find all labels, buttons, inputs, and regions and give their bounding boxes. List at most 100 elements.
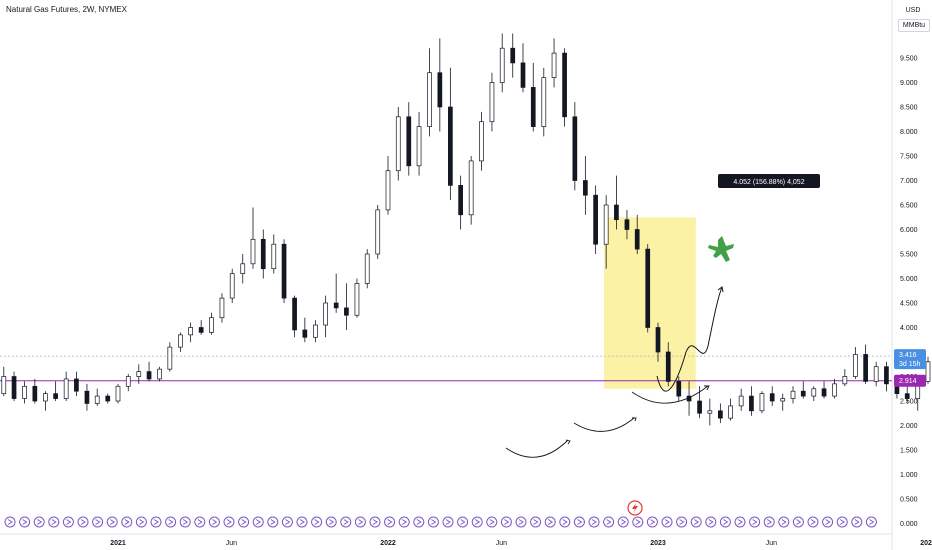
rollover-marker-icon[interactable] bbox=[822, 516, 834, 528]
rollover-marker-icon[interactable] bbox=[486, 516, 498, 528]
rollover-marker-icon[interactable] bbox=[398, 516, 410, 528]
rollover-marker-icon[interactable] bbox=[763, 516, 775, 528]
currency-button[interactable]: USD bbox=[905, 7, 921, 14]
candle-down bbox=[458, 185, 463, 216]
rollover-arrow-icon bbox=[416, 519, 422, 525]
rollover-marker-icon[interactable] bbox=[792, 516, 804, 528]
rollover-marker-icon[interactable] bbox=[384, 516, 396, 528]
candle-up bbox=[873, 366, 879, 382]
rollover-marker-icon[interactable] bbox=[457, 516, 469, 528]
rollover-marker-icon[interactable] bbox=[442, 516, 454, 528]
rollover-marker-icon[interactable] bbox=[252, 516, 264, 528]
y-tick-label: 2.000 bbox=[900, 423, 918, 430]
rollover-marker-icon[interactable] bbox=[19, 516, 31, 528]
rollover-marker-icon[interactable] bbox=[690, 516, 702, 528]
rollover-marker-icon[interactable] bbox=[121, 516, 133, 528]
rollover-marker-icon[interactable] bbox=[92, 516, 104, 528]
rollover-marker-icon[interactable] bbox=[807, 516, 819, 528]
rollover-marker-icon[interactable] bbox=[515, 516, 527, 528]
candle-up bbox=[1, 376, 7, 394]
rollover-marker-icon[interactable] bbox=[325, 516, 337, 528]
rollover-marker-icon[interactable] bbox=[559, 516, 571, 528]
x-tick-label: Jun bbox=[766, 540, 777, 547]
rollover-marker-icon[interactable] bbox=[150, 516, 162, 528]
rollover-marker-icon[interactable] bbox=[632, 516, 644, 528]
rollover-marker-icon[interactable] bbox=[719, 516, 731, 528]
candle-down bbox=[821, 388, 827, 397]
bar-countdown-label: 3d 15h bbox=[899, 361, 921, 368]
rollover-marker-icon[interactable] bbox=[62, 516, 74, 528]
candle-up bbox=[125, 376, 131, 387]
cup-curve-left-arrowhead bbox=[565, 439, 571, 445]
rollover-marker-icon[interactable] bbox=[77, 516, 89, 528]
rollover-marker-icon[interactable] bbox=[471, 516, 483, 528]
rollover-marker-icon[interactable] bbox=[48, 516, 60, 528]
rollover-arrow-icon bbox=[139, 519, 145, 525]
rollover-marker-icon[interactable] bbox=[223, 516, 235, 528]
rollover-marker-icon[interactable] bbox=[530, 516, 542, 528]
candle-up bbox=[603, 204, 609, 245]
rollover-marker-icon[interactable] bbox=[238, 516, 250, 528]
rollover-marker-icon[interactable] bbox=[4, 516, 16, 528]
y-tick-label: 6.000 bbox=[900, 227, 918, 234]
rollover-marker-icon[interactable] bbox=[705, 516, 717, 528]
rollover-marker-icon[interactable] bbox=[617, 516, 629, 528]
candle-up bbox=[63, 378, 69, 399]
rollover-marker-icon[interactable] bbox=[646, 516, 658, 528]
candle-up bbox=[925, 361, 931, 382]
candle-down bbox=[11, 376, 17, 399]
candle-up bbox=[375, 209, 381, 255]
rollover-arrow-icon bbox=[241, 519, 247, 525]
rollover-marker-icon[interactable] bbox=[603, 516, 615, 528]
rollover-marker-icon[interactable] bbox=[179, 516, 191, 528]
rollover-arrow-icon bbox=[314, 519, 320, 525]
candle-up bbox=[853, 354, 858, 377]
rollover-marker-icon[interactable] bbox=[544, 516, 556, 528]
unit-button[interactable]: MMBtu bbox=[898, 19, 930, 32]
x-tick-label: 2022 bbox=[380, 540, 396, 547]
rollover-marker-icon[interactable] bbox=[281, 516, 293, 528]
rollover-marker-icon[interactable] bbox=[296, 516, 308, 528]
candle-up bbox=[250, 238, 256, 265]
rollover-marker-icon[interactable] bbox=[588, 516, 600, 528]
rollover-marker-icon[interactable] bbox=[354, 516, 366, 528]
rollover-marker-icon[interactable] bbox=[369, 516, 381, 528]
rollover-marker-icon[interactable] bbox=[311, 516, 323, 528]
rollover-marker-icon[interactable] bbox=[836, 516, 848, 528]
candle-down bbox=[448, 106, 453, 186]
rollover-marker-icon[interactable] bbox=[340, 516, 352, 528]
rollover-arrow-icon bbox=[474, 519, 481, 525]
rollover-arrow-icon bbox=[737, 519, 743, 525]
rollover-marker-icon[interactable] bbox=[734, 516, 746, 528]
rollover-marker-icon[interactable] bbox=[661, 516, 673, 528]
rollover-marker-icon[interactable] bbox=[778, 516, 790, 528]
rollover-marker-icon[interactable] bbox=[573, 516, 585, 528]
candle-down bbox=[292, 297, 297, 331]
rollover-marker-icon[interactable] bbox=[165, 516, 177, 528]
lightning-icon bbox=[632, 503, 638, 513]
rollover-marker-icon[interactable] bbox=[851, 516, 863, 528]
cup-curve-right bbox=[573, 417, 635, 432]
rollover-marker-icon[interactable] bbox=[865, 516, 877, 528]
rollover-arrow-icon bbox=[431, 519, 437, 525]
rollover-arrow-icon bbox=[168, 519, 174, 525]
rollover-marker-icon[interactable] bbox=[194, 516, 206, 528]
rollover-marker-icon[interactable] bbox=[749, 516, 761, 528]
rollover-marker-icon[interactable] bbox=[135, 516, 147, 528]
rollover-marker-icon[interactable] bbox=[208, 516, 220, 528]
rollover-marker-icon[interactable] bbox=[413, 516, 425, 528]
rollover-arrow-icon bbox=[51, 519, 57, 525]
rollover-arrow-icon bbox=[591, 519, 597, 525]
rollover-marker-icon[interactable] bbox=[427, 516, 439, 528]
rollover-marker-icon[interactable] bbox=[106, 516, 118, 528]
candle-up bbox=[468, 160, 474, 216]
rollover-marker-icon[interactable] bbox=[33, 516, 45, 528]
rollover-marker-icon[interactable] bbox=[676, 516, 688, 528]
rollover-marker-icon[interactable] bbox=[267, 516, 279, 528]
candle-down bbox=[884, 366, 889, 385]
rollover-marker-icon[interactable] bbox=[500, 516, 512, 528]
rollover-arrow-icon bbox=[80, 519, 86, 525]
rollover-arrow-icon bbox=[182, 519, 189, 525]
